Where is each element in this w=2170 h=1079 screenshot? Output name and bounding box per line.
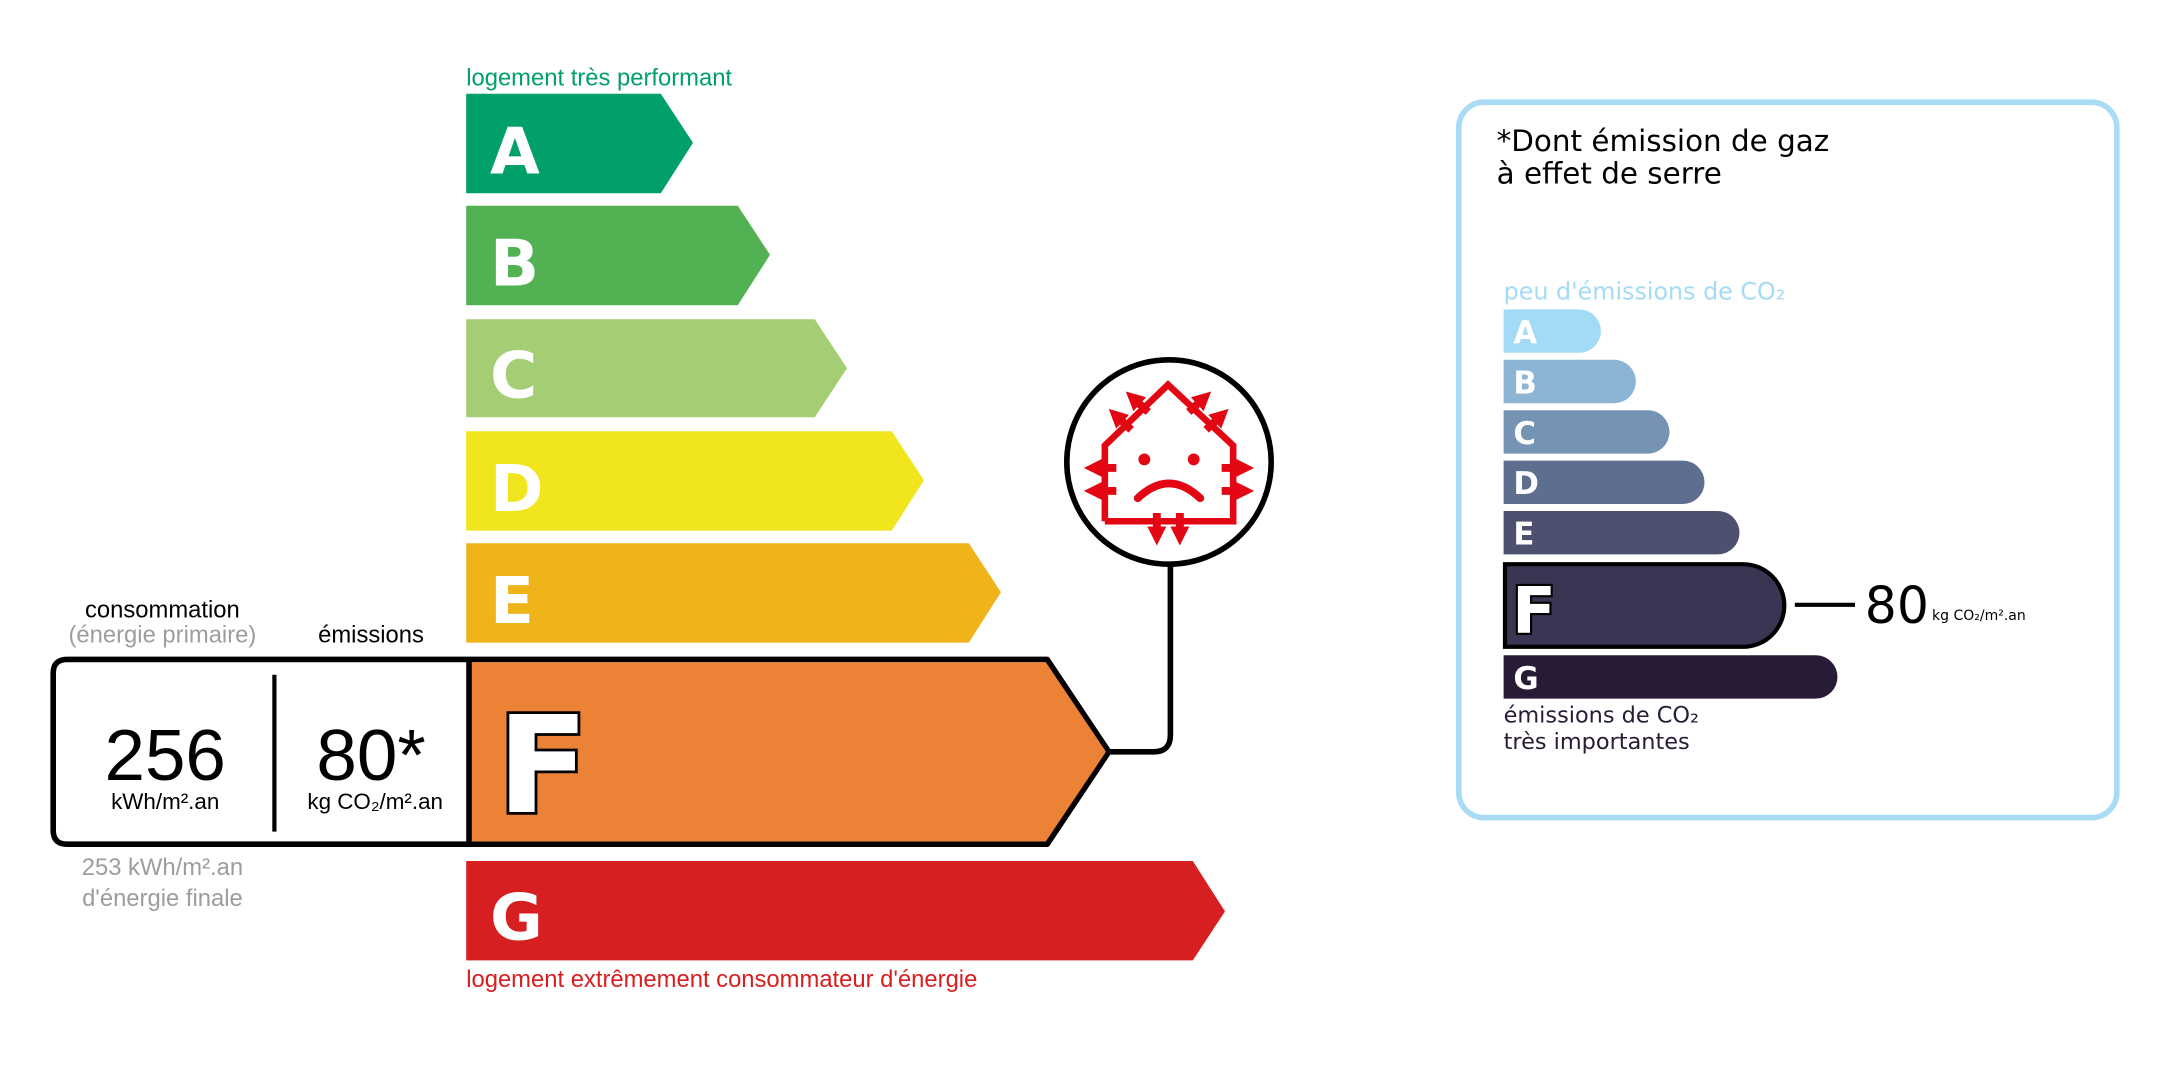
- ghg-bar-e: [1503, 511, 1740, 555]
- ghg-letter-c: C: [1513, 416, 1536, 452]
- ghg-unit: kg CO₂/m².an: [1932, 608, 2026, 624]
- energy-letter-c: C: [490, 339, 537, 414]
- emissions-unit: kg CO₂/m².an: [307, 789, 443, 814]
- ghg-panel: *Dont émission de gaz à effet de serre p…: [1456, 99, 2120, 821]
- energy-letter-g: G: [490, 880, 543, 955]
- energy-class-d: D: [466, 431, 924, 531]
- ghg-bottom-label-line2: très importantes: [1504, 729, 1690, 755]
- energy-letter-d: D: [490, 452, 543, 527]
- ghg-letter-f: F: [1512, 574, 1556, 649]
- passoire-thermique-house-icon: [1064, 357, 1274, 568]
- ghg-title-line1: *Dont émission de gaz: [1497, 124, 1830, 158]
- final-energy-value: 253 kWh/m².an: [82, 854, 243, 881]
- energy-bar-g: [466, 861, 1225, 961]
- ghg-bar-c: [1503, 410, 1670, 454]
- ghg-letter-a: A: [1513, 315, 1537, 351]
- ghg-bar-g: [1503, 655, 1838, 699]
- consumption-sublabel: (énergie primaire): [69, 622, 257, 649]
- ghg-letter-g: G: [1513, 661, 1538, 697]
- ghg-bottom-label-line1: émissions de CO₂: [1504, 702, 1699, 728]
- ghg-bar-d: [1503, 460, 1705, 505]
- consumption-label: consommation: [85, 596, 240, 623]
- ghg-class-f-current: F 80 kg CO₂/m².an: [1502, 562, 2026, 651]
- energy-letter-e: E: [490, 564, 534, 639]
- ghg-class-a: A: [1503, 309, 1601, 353]
- consumption-value: 256: [104, 715, 225, 796]
- ghg-title-line2: à effet de serre: [1497, 156, 1722, 190]
- energy-letter-f: F: [497, 687, 589, 844]
- energy-class-a: A: [466, 93, 693, 194]
- ghg-bar-a: [1503, 309, 1601, 353]
- icon-connector: [1108, 565, 1174, 755]
- ghg-class-g: G: [1503, 655, 1838, 699]
- energy-bar-d: [466, 431, 924, 531]
- emissions-label: émissions: [318, 622, 424, 649]
- ghg-value: 80: [1865, 576, 1929, 635]
- ghg-letter-b: B: [1513, 365, 1536, 401]
- ghg-class-e: E: [1503, 511, 1740, 555]
- ghg-letter-e: E: [1513, 517, 1534, 553]
- energy-scale: logement très performant A B C D E F: [50, 64, 1274, 993]
- ghg-letter-d: D: [1513, 466, 1539, 502]
- final-energy-label: d'énergie finale: [82, 885, 243, 912]
- top-label: logement très performant: [466, 64, 732, 91]
- energy-class-f-current: F 256 kWh/m².an 80* kg CO₂/m².an: [50, 656, 1112, 848]
- ghg-bar-b: [1503, 359, 1636, 404]
- ghg-class-b: B: [1503, 359, 1636, 404]
- energy-letter-a: A: [490, 115, 540, 190]
- ghg-class-d: D: [1503, 460, 1705, 505]
- consumption-unit: kWh/m².an: [111, 789, 219, 814]
- energy-class-b: B: [466, 205, 770, 306]
- energy-bar-a: [466, 93, 693, 194]
- energy-bar-c: [466, 319, 847, 418]
- bottom-label: logement extrêmement consommateur d'éner…: [466, 966, 977, 993]
- ghg-class-c: C: [1503, 410, 1670, 454]
- emissions-value: 80*: [316, 715, 425, 796]
- energy-class-g: G: [466, 861, 1225, 961]
- energy-bar-e: [466, 543, 1001, 643]
- ghg-bar-f: [1502, 562, 1787, 649]
- energy-class-e: E: [466, 543, 1001, 643]
- energy-class-c: C: [466, 319, 847, 418]
- ghg-top-label: peu d'émissions de CO₂: [1504, 278, 1786, 306]
- energy-bar-f: [469, 662, 1106, 842]
- energy-bar-b: [466, 205, 770, 306]
- energy-letter-b: B: [490, 227, 539, 302]
